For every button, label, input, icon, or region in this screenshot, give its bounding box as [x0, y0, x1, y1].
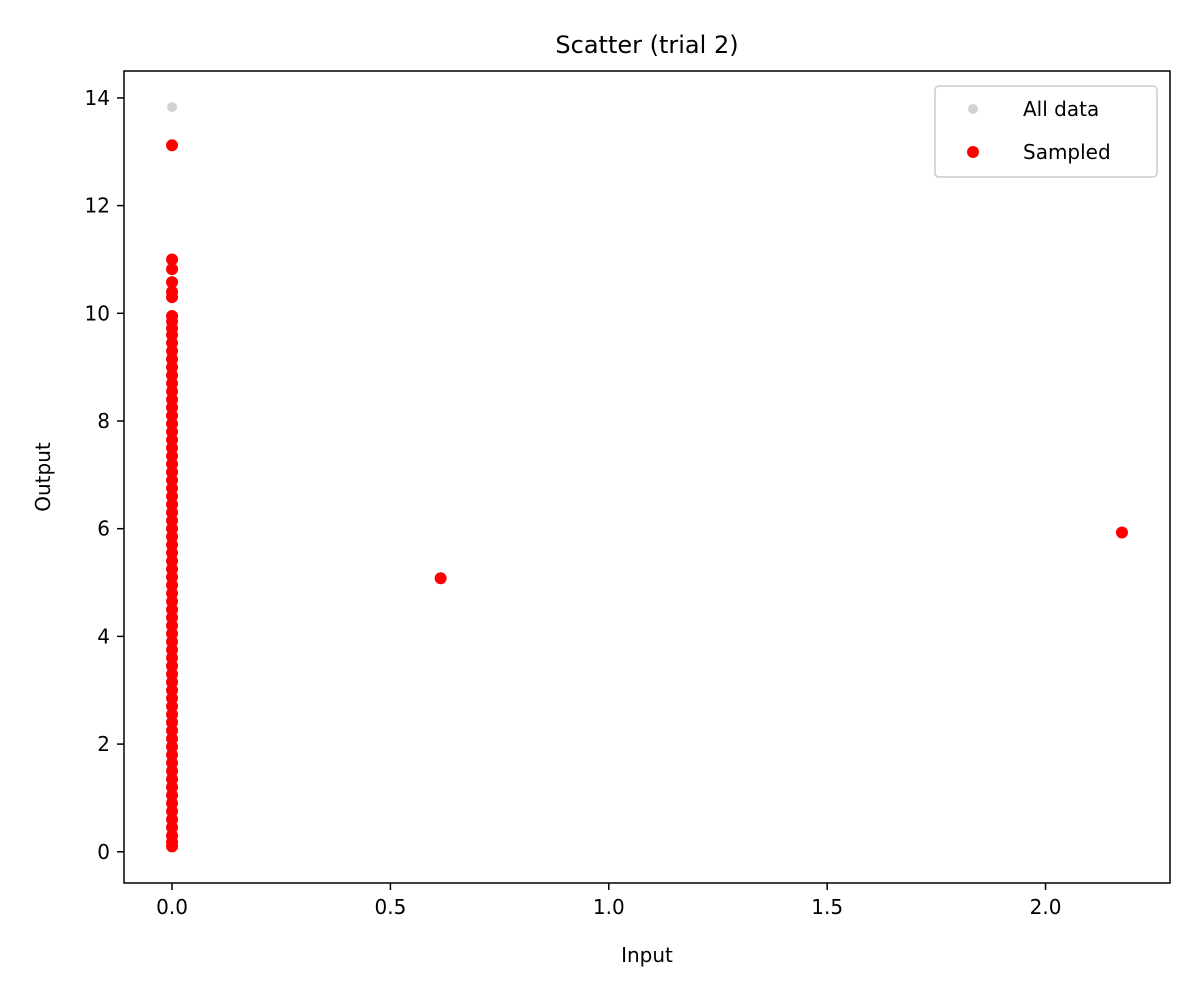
x-tick-label: 0.0	[156, 895, 188, 919]
y-tick-label: 6	[97, 517, 110, 541]
sampled-point-75	[1115, 526, 1128, 539]
y-axis-label: Output	[31, 442, 55, 512]
sampled-point-74	[434, 572, 447, 585]
sampled-point-5	[166, 291, 179, 304]
y-tick-label: 12	[85, 194, 110, 218]
y-tick-label: 4	[97, 624, 110, 648]
y-axis: 0 2 4 6 8 10 12 14	[85, 86, 124, 864]
sampled-point-3	[166, 276, 179, 289]
y-tick-label: 10	[85, 301, 110, 325]
y-tick-label: 8	[97, 409, 110, 433]
legend-marker-sampled	[967, 146, 979, 158]
legend-label-all-data: All data	[1023, 97, 1099, 121]
legend-box	[934, 85, 1158, 178]
x-tick-label: 1.5	[811, 895, 843, 919]
x-axis-label: Input	[621, 943, 673, 967]
points-layer	[166, 102, 1128, 853]
y-tick-label: 0	[97, 840, 110, 864]
x-tick-label: 1.0	[593, 895, 625, 919]
sampled-point-73	[166, 840, 179, 853]
x-tick-label: 2.0	[1030, 895, 1062, 919]
sampled-point-2	[166, 263, 179, 276]
legend-marker-all-data	[968, 104, 978, 114]
legend-label-sampled: Sampled	[1023, 140, 1111, 164]
x-tick-label: 0.5	[375, 895, 407, 919]
sampled-point-0	[166, 139, 179, 152]
chart-title: Scatter (trial 2)	[555, 31, 738, 59]
y-tick-label: 2	[97, 732, 110, 756]
all-data-point-0	[167, 102, 178, 113]
plot-frame	[123, 70, 1171, 884]
legend: All data Sampled	[934, 85, 1158, 178]
x-axis: 0.0 0.5 1.0 1.5 2.0	[156, 883, 1061, 919]
y-tick-label: 14	[85, 86, 110, 110]
sampled-point-1	[166, 253, 179, 266]
